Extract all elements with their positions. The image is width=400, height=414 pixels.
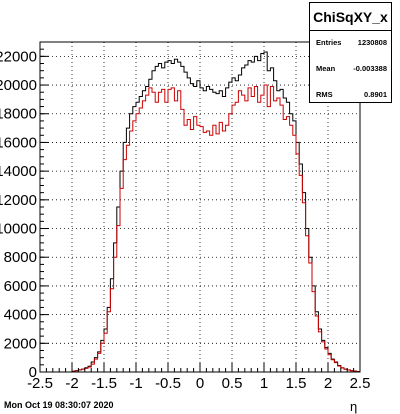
y-tick-label: 18000 — [0, 106, 37, 123]
axis-ticks — [39, 41, 361, 373]
stats-rms-label: RMS — [316, 89, 333, 99]
x-tick-label: 2.5 — [350, 375, 371, 392]
stats-mean-label: Mean — [316, 63, 336, 73]
x-tick-label: 1.5 — [286, 375, 307, 392]
y-tick-label: 8000 — [4, 249, 37, 266]
tick-labels: -2.5 -2 -1.5 -1 -0.5 0 0.5 1 1.5 2 2.5 0 2000 4000 600… — [0, 48, 370, 392]
stats-entries-value: 1230808 — [357, 37, 387, 47]
x-tick-label: -2 — [65, 375, 78, 392]
x-tick-label: 2 — [324, 375, 332, 392]
stats-mean-row: Mean -0.003388 — [316, 61, 387, 75]
y-tick-label: 14000 — [0, 163, 37, 180]
x-tick-label: 0.5 — [222, 375, 243, 392]
x-tick-label: 0 — [196, 375, 204, 392]
y-tick-label: 0 — [29, 364, 37, 381]
y-tick-label: 12000 — [0, 192, 37, 209]
stats-title: ChiSqXY_x — [310, 3, 391, 31]
stats-rms-value: 0.8901 — [364, 89, 387, 99]
y-tick-label: 6000 — [4, 278, 37, 295]
y-tick-label: 22000 — [0, 48, 37, 65]
stats-box: ChiSqXY_x Entries 1230808 Mean -0.003388… — [309, 2, 392, 103]
timestamp: Mon Oct 19 08:30:07 2020 — [4, 400, 114, 410]
x-tick-label: -2.5 — [27, 375, 53, 392]
x-tick-label: 1 — [260, 375, 268, 392]
stats-rms-row: RMS 0.8901 — [316, 87, 387, 101]
y-tick-label: 10000 — [0, 221, 37, 238]
stats-entries-row: Entries 1230808 — [316, 35, 387, 49]
histogram-black-series — [40, 51, 361, 373]
histogram-red-series — [40, 84, 361, 373]
histogram-series — [40, 51, 361, 373]
stats-entries-label: Entries — [316, 37, 342, 47]
x-tick-label: -0.5 — [155, 375, 181, 392]
x-tick-label: -1.5 — [91, 375, 117, 392]
y-tick-label: 2000 — [4, 335, 37, 352]
y-tick-label: 4000 — [4, 307, 37, 324]
y-tick-label: 20000 — [0, 77, 37, 94]
y-tick-label: 16000 — [0, 134, 37, 151]
x-tick-label: -1 — [129, 375, 142, 392]
x-axis-label: η — [350, 399, 358, 414]
stats-mean-value: -0.003388 — [353, 63, 387, 73]
